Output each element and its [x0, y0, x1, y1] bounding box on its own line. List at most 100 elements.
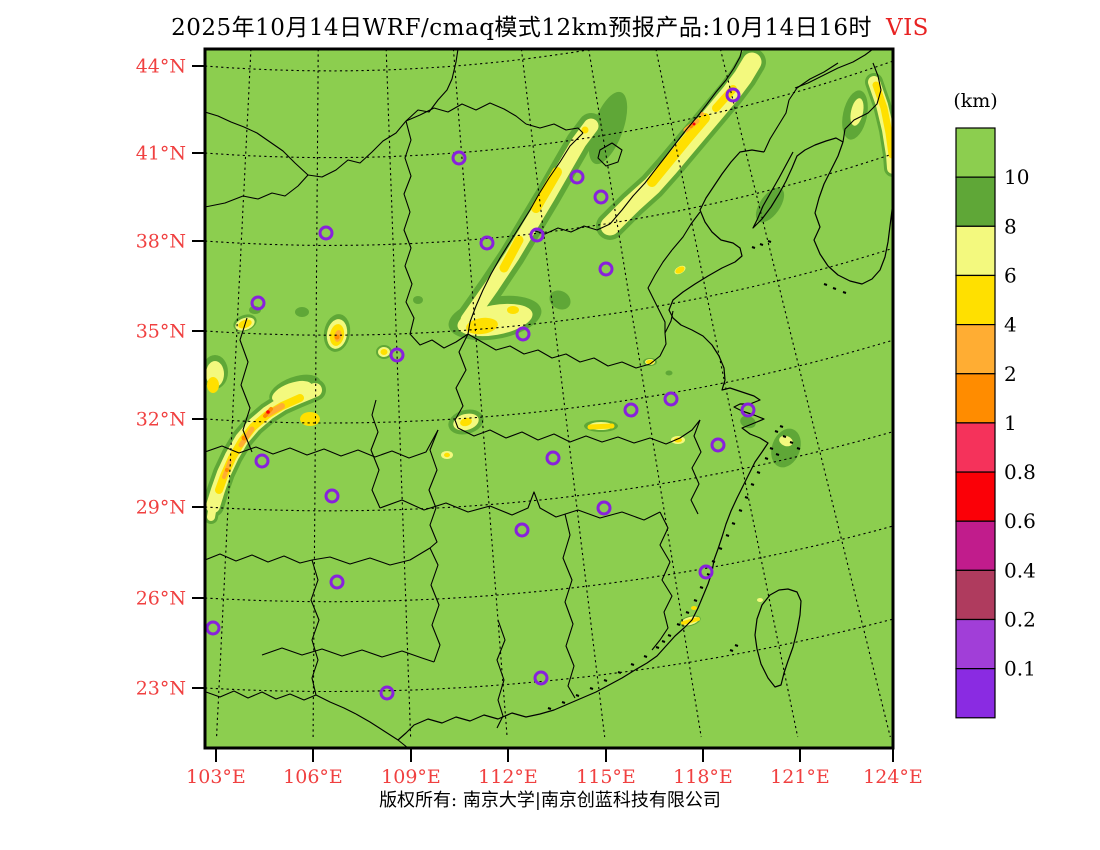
map-frame [203, 47, 895, 750]
parallel-gridline [205, 618, 893, 693]
station-marker [598, 261, 614, 277]
lon-label: 121°E [770, 766, 830, 788]
station-marker [740, 402, 756, 418]
parallel-gridline [205, 153, 893, 246]
meridian-gridline [312, 49, 319, 738]
border-jiangxi-fujian [651, 511, 673, 651]
visibility-layer-low [266, 122, 696, 414]
station-marker [479, 235, 495, 251]
colorbar-tick-label: 0.4 [1004, 558, 1036, 582]
station-marker [545, 450, 561, 466]
border-nw-branch [205, 111, 309, 176]
border-shanxi-north [405, 102, 527, 125]
station-marker [389, 347, 405, 363]
parallel-gridline [205, 431, 893, 512]
station-marker [515, 326, 531, 342]
lon-label: 118°E [673, 766, 733, 788]
parallel-gridline [205, 49, 598, 72]
colorbar-swatch [955, 274, 996, 326]
colorbar-tick-label: 6 [1004, 263, 1017, 287]
coast-korea [813, 141, 893, 285]
border-yellow-river [403, 120, 469, 349]
coast-islands [547, 240, 847, 710]
lon-label: 112°E [478, 766, 538, 788]
copyright-line: 版权所有: 南京大学|南京创蓝科技有限公司 [379, 790, 721, 811]
colorbar-swatch [955, 471, 996, 522]
parallel-gridline [205, 339, 893, 424]
coast-mainland [397, 149, 769, 741]
lon-label: 106°E [283, 766, 343, 788]
station-markers [205, 87, 756, 701]
border-beijing [597, 142, 623, 167]
border-sichuan-shaanxi [205, 429, 439, 459]
lat-label: 41°N [136, 143, 186, 165]
colorbar-swatch [955, 668, 996, 719]
border-vietnam [205, 690, 357, 715]
station-marker [324, 488, 340, 504]
lat-label: 38°N [136, 231, 186, 253]
parallel-gridline [205, 60, 893, 159]
colorbar-swatch [955, 127, 996, 178]
visibility-layer-4-6km [207, 81, 893, 625]
border-shandong-west [647, 249, 674, 334]
border-taihang [467, 132, 584, 335]
colorbar-swatch [955, 520, 996, 571]
station-marker [379, 685, 395, 701]
colorbar-unit: (km) [953, 90, 997, 112]
lon-label: 109°E [381, 766, 441, 788]
station-marker [710, 437, 726, 453]
title-text: 2025年10月14日WRF/cmaq模式12km预报产品:10月14日16时 [171, 15, 872, 41]
colorbar-tick-label: 1 [1004, 411, 1017, 435]
variable-tag: VIS [885, 15, 929, 41]
province-borders [205, 49, 882, 748]
lon-label: 103°E [186, 766, 246, 788]
station-marker [318, 225, 334, 241]
station-marker [596, 500, 612, 516]
parallel-gridline [205, 525, 893, 603]
colorbar-tick-label: 0.1 [1004, 657, 1036, 681]
station-marker [623, 402, 639, 418]
colorbar-tick-label: 2 [1004, 362, 1017, 386]
border-hunan-jiangxi [562, 513, 576, 699]
station-marker [593, 189, 609, 205]
lat-label: 23°N [136, 678, 186, 700]
station-marker [514, 522, 530, 538]
lat-label: 29°N [136, 497, 186, 519]
colorbar-legend: (km) 10 8 6 4 2 1 0.8 0.6 0.4 0.2 0.1 [953, 90, 1036, 719]
station-marker [663, 391, 679, 407]
station-marker [569, 169, 585, 185]
axes: 44°N 41°N 38°N 35°N 32°N 29°N 26°N 23°N 103°E 106… [136, 56, 923, 789]
colorbar-swatch [955, 422, 996, 473]
colorbar-swatch [955, 176, 996, 227]
lat-label: 32°N [136, 409, 186, 431]
colorbar-tick-label: 0.6 [1004, 509, 1036, 533]
station-marker [329, 574, 345, 590]
lat-label: 26°N [136, 588, 186, 610]
colorbar-swatch [955, 324, 996, 375]
meridian-gridline [385, 49, 412, 738]
colorbar-tick-label: 10 [1004, 165, 1029, 189]
coast-taiwan [754, 588, 802, 688]
meridian-gridline [520, 49, 606, 738]
border-guangdong-guangxi [496, 619, 506, 729]
station-marker [451, 150, 467, 166]
colorbar-swatch [955, 618, 996, 670]
colorbar-tick-label: 4 [1004, 313, 1017, 337]
coastline [397, 137, 893, 741]
page-title: 2025年10月14日WRF/cmaq模式12km预报产品:10月14日16时 V… [0, 8, 1100, 42]
lat-label: 35°N [136, 321, 186, 343]
colorbar-swatch [955, 225, 996, 277]
lon-label: 124°E [863, 766, 923, 788]
station-marker [725, 87, 741, 103]
border-inner-mongolia [205, 49, 459, 208]
meridian-gridline [655, 49, 799, 738]
station-marker [533, 670, 549, 686]
meridian-gridline [216, 49, 252, 738]
colorbar-tick-label: 8 [1004, 214, 1017, 238]
meridian-gridline [719, 49, 891, 738]
border-yanshan [609, 49, 743, 225]
colorbar-swatch [955, 373, 996, 424]
border-henan-shandong [467, 332, 667, 369]
